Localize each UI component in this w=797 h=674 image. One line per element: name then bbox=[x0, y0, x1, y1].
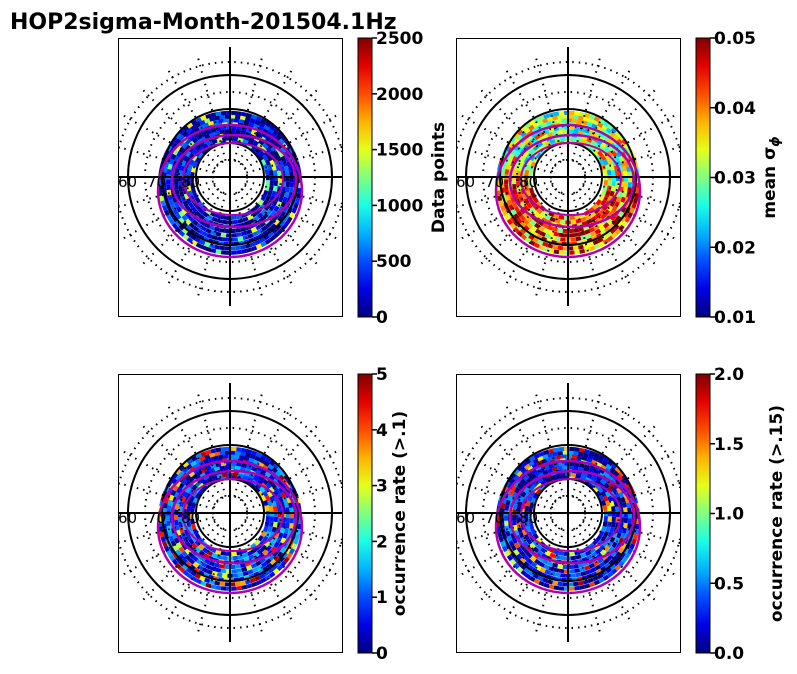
colorbar-tick-label: 0 bbox=[376, 308, 388, 328]
colorbar-tick-label: 0.0 bbox=[714, 644, 744, 664]
latitude-label-70: 70 bbox=[485, 173, 504, 191]
figure-title: HOP2sigma-Month-201504.1Hz bbox=[10, 10, 397, 35]
colorbar: 0.01 0.02 0.03 0.04 0.05 mean σϕ bbox=[695, 29, 783, 328]
latitude-label-60: 60 bbox=[456, 173, 475, 191]
latitude-label-70: 70 bbox=[147, 509, 166, 527]
colorbar-tick-label: 5 bbox=[376, 365, 388, 385]
latitude-label-60: 60 bbox=[456, 509, 475, 527]
plot-area: 60 70 80 bbox=[456, 383, 681, 642]
axes-frame bbox=[118, 38, 343, 317]
oval-boundary-inner bbox=[182, 478, 284, 552]
colorbar-tick-label: 0.05 bbox=[714, 29, 756, 49]
colorbar-tick-label: 1000 bbox=[376, 196, 423, 216]
axes-frame bbox=[456, 374, 681, 653]
oval-boundary-outer bbox=[494, 459, 642, 595]
latitude-label-80: 80 bbox=[181, 173, 200, 191]
colorbar: 0 1 2 3 4 5 occurrence rate (>.1) bbox=[357, 365, 410, 664]
panel-top-left: 60 70 80 0 500 1000 1500 2000 2500 Data points bbox=[118, 29, 449, 328]
colorbar-tick-label: 1500 bbox=[376, 141, 423, 161]
oval-boundary-outer bbox=[156, 123, 304, 259]
panel-bottom-left: 60 70 80 0 1 2 3 4 5 occurrence rate (>.1) bbox=[118, 365, 410, 664]
axes-frame bbox=[118, 374, 343, 653]
colorbar: 0 500 1000 1500 2000 2500 Data points bbox=[357, 29, 449, 328]
colorbar-gradient bbox=[695, 373, 711, 654]
plot-area: 60 70 80 bbox=[118, 383, 343, 642]
colorbar-tick-label: 0.04 bbox=[714, 99, 756, 119]
colorbar-tick-label: 0 bbox=[376, 644, 388, 664]
latitude-label-70: 70 bbox=[485, 509, 504, 527]
colorbar-tick-label: 1.0 bbox=[714, 505, 744, 525]
colorbar-gradient bbox=[695, 37, 711, 318]
latitude-label-60: 60 bbox=[118, 509, 137, 527]
oval-boundary-inner bbox=[508, 469, 636, 565]
latitude-label-80: 80 bbox=[181, 509, 200, 527]
colorbar-tick-label: 2000 bbox=[376, 85, 423, 105]
oval-boundary-outer bbox=[494, 123, 642, 259]
colorbar-tick-label: 4 bbox=[376, 421, 388, 441]
panel-top-right: 60 70 80 0.01 0.02 0.03 0.04 0.05 mean σϕ bbox=[456, 29, 783, 328]
colorbar-tick-label: 0.02 bbox=[714, 238, 756, 258]
colorbar-tick-label: 3 bbox=[376, 477, 388, 497]
colorbar-gradient bbox=[357, 373, 373, 654]
oval-boundary-inner bbox=[170, 133, 298, 229]
panel-bottom-right: 60 70 80 0.0 0.5 1.0 1.5 2.0 occurrence rate (>.… bbox=[456, 365, 787, 664]
oval-boundary-inner bbox=[170, 469, 298, 565]
colorbar-label: mean σϕ bbox=[760, 136, 783, 218]
latitude-label-80: 80 bbox=[519, 509, 538, 527]
colorbar-tick-label: 2500 bbox=[376, 29, 423, 49]
colorbar-tick-label: 0.5 bbox=[714, 574, 744, 594]
plot-area: 60 70 80 bbox=[118, 47, 343, 306]
colorbar-tick-label: 1 bbox=[376, 588, 388, 608]
latitude-label-60: 60 bbox=[118, 173, 137, 191]
oval-boundary-inner bbox=[508, 133, 636, 229]
colorbar-label: Data points bbox=[429, 122, 449, 233]
colorbar-tick-label: 2.0 bbox=[714, 365, 744, 385]
colorbar-label: occurrence rate (>.1) bbox=[390, 411, 410, 616]
colorbar-tick-label: 1.5 bbox=[714, 435, 744, 455]
colorbar-gradient bbox=[357, 37, 373, 318]
colorbar-tick-label: 0.03 bbox=[714, 169, 756, 189]
axes-frame bbox=[456, 38, 681, 317]
colorbar-tick-label: 2 bbox=[376, 532, 388, 552]
latitude-label-70: 70 bbox=[147, 173, 166, 191]
colorbar-label: occurrence rate (>.15) bbox=[767, 405, 787, 622]
oval-boundary-inner bbox=[520, 478, 622, 552]
oval-boundary-inner bbox=[182, 142, 284, 216]
oval-boundary-outer bbox=[156, 459, 304, 595]
colorbar-tick-label: 0.01 bbox=[714, 308, 756, 328]
colorbar-tick-label: 500 bbox=[376, 252, 412, 272]
oval-boundary-inner bbox=[520, 142, 622, 216]
latitude-label-80: 80 bbox=[519, 173, 538, 191]
plot-area: 60 70 80 bbox=[456, 47, 681, 306]
colorbar-label-subscript: ϕ bbox=[768, 136, 783, 146]
colorbar: 0.0 0.5 1.0 1.5 2.0 occurrence rate (>.15) bbox=[695, 365, 787, 664]
